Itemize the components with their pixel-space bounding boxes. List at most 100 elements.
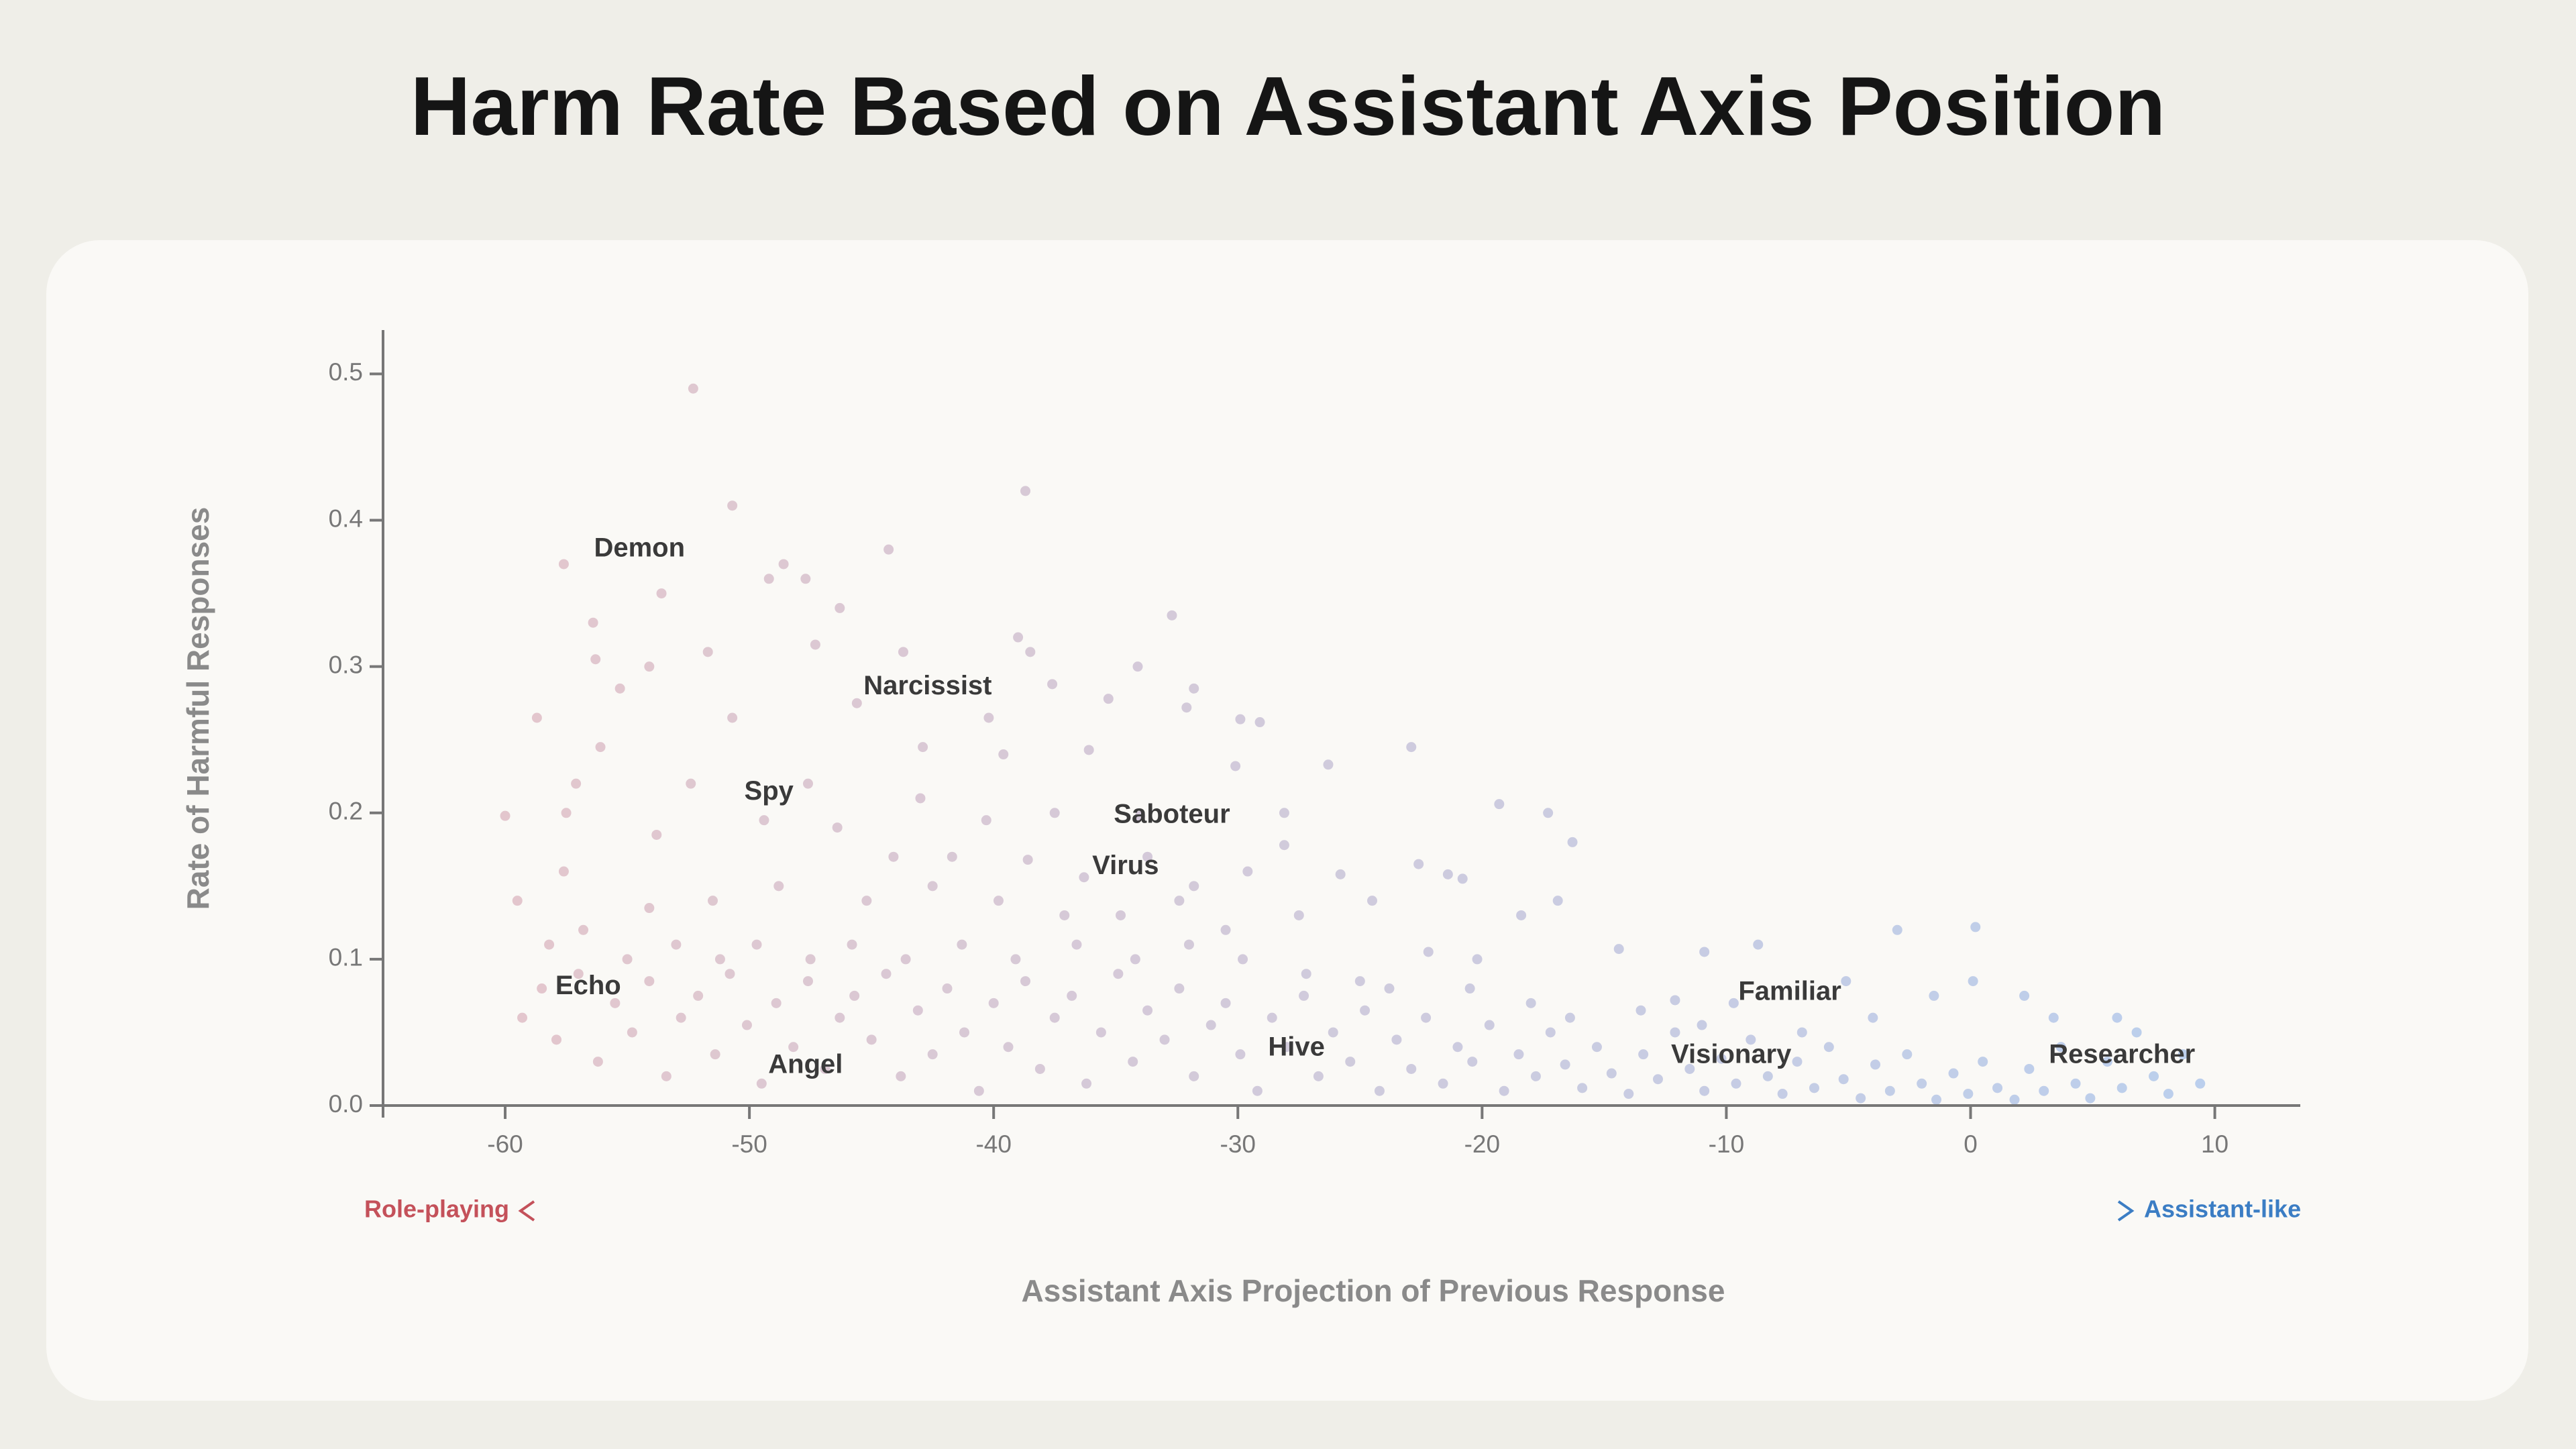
point — [927, 1049, 938, 1060]
point — [1159, 1034, 1170, 1045]
point — [595, 742, 606, 753]
direction-left: Role-playing — [364, 1195, 509, 1223]
point — [644, 661, 655, 672]
point — [1777, 1089, 1788, 1099]
point — [788, 1042, 799, 1053]
point — [1374, 1085, 1385, 1096]
point — [1313, 1071, 1324, 1081]
point — [1870, 1059, 1881, 1070]
point — [1884, 1085, 1895, 1096]
annotation: Familiar — [1738, 977, 1841, 1006]
point — [1406, 1063, 1417, 1074]
point — [983, 712, 994, 723]
point — [918, 742, 928, 753]
y-tick-label: 0.1 — [329, 944, 363, 971]
point — [1367, 896, 1378, 906]
point — [558, 559, 569, 570]
point — [1279, 808, 1289, 818]
point — [1049, 808, 1060, 818]
annotation: Echo — [555, 971, 621, 1000]
point — [578, 924, 589, 935]
point — [1545, 1027, 1556, 1038]
point — [1823, 1042, 1834, 1053]
point — [693, 990, 704, 1001]
point — [544, 939, 555, 950]
point — [942, 983, 953, 994]
point — [1699, 947, 1710, 957]
point — [1267, 1012, 1277, 1023]
arrow-head-left — [518, 1200, 535, 1222]
point — [708, 896, 718, 906]
point — [896, 1071, 906, 1081]
point — [1902, 1049, 1913, 1060]
point — [1384, 983, 1395, 994]
x-axis-title: Assistant Axis Projection of Previous Re… — [1022, 1273, 1725, 1308]
y-tick-label: 0.3 — [329, 651, 363, 678]
y-tick-label: 0.0 — [329, 1090, 363, 1118]
x-tick-label: -30 — [1220, 1130, 1256, 1158]
point — [1613, 944, 1624, 955]
point — [1525, 998, 1536, 1008]
point — [2195, 1078, 2206, 1089]
point — [656, 588, 667, 599]
x-tick-label: -20 — [1464, 1130, 1500, 1158]
point — [1220, 998, 1231, 1008]
point — [2048, 1012, 2059, 1023]
arrow-head-right — [2117, 1200, 2135, 1222]
point — [851, 698, 862, 708]
direction-right: Assistant-like — [2144, 1195, 2301, 1223]
point — [688, 383, 698, 394]
point — [883, 544, 894, 555]
x-tick-label: -60 — [487, 1130, 523, 1158]
point — [1345, 1057, 1356, 1067]
point — [1081, 1078, 1092, 1089]
point — [1499, 1085, 1509, 1096]
point — [1189, 683, 1199, 694]
point — [1917, 1078, 1927, 1089]
point — [561, 808, 572, 818]
point — [1992, 1083, 2003, 1093]
point — [1423, 947, 1434, 957]
point — [1335, 869, 1346, 879]
annotation: Demon — [594, 533, 685, 563]
point — [1281, 1042, 1292, 1053]
point — [1929, 990, 1939, 1001]
point — [1254, 717, 1265, 728]
point — [1360, 1005, 1371, 1016]
point — [1716, 1053, 1727, 1064]
point — [1421, 1012, 1432, 1023]
point — [756, 1078, 767, 1089]
point — [1128, 1057, 1138, 1067]
y-tick-label: 0.2 — [329, 798, 363, 825]
point — [1132, 661, 1143, 672]
point — [592, 1057, 603, 1067]
point — [2085, 1093, 2096, 1104]
point — [590, 654, 601, 665]
point — [1238, 954, 1248, 965]
point — [847, 939, 857, 950]
point — [1189, 1071, 1199, 1081]
point — [1731, 1078, 1741, 1089]
point — [1003, 1042, 1014, 1053]
point — [973, 1085, 984, 1096]
point — [927, 881, 938, 892]
point — [573, 969, 584, 979]
point — [1452, 1042, 1463, 1053]
point — [1892, 924, 1902, 935]
point — [1970, 922, 1981, 932]
point — [1391, 1034, 1402, 1045]
point — [832, 822, 843, 833]
point — [610, 998, 621, 1008]
x-tick-label: -40 — [975, 1130, 1011, 1158]
point — [1025, 647, 1036, 657]
point — [1230, 761, 1241, 771]
point — [1543, 808, 1554, 818]
point — [1484, 1020, 1495, 1030]
point — [1577, 1083, 1588, 1093]
annotation: Angel — [768, 1050, 843, 1079]
point — [627, 1027, 637, 1038]
point — [1252, 1085, 1263, 1096]
point — [2009, 1094, 2020, 1105]
point — [1978, 1057, 1988, 1067]
point — [1174, 983, 1185, 994]
